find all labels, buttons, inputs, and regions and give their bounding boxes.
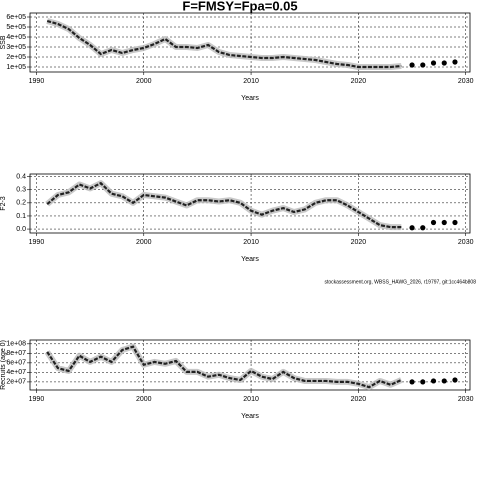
y-axis-label: Recruits (age 0)	[0, 340, 7, 390]
y-tick-label: 0.3	[16, 187, 26, 194]
y-tick-label: 2e+07	[6, 379, 26, 386]
footnote: stockassessment.org, WBSS_HAWG_2026, r19…	[324, 279, 476, 285]
data-point	[452, 219, 458, 226]
data-point	[409, 379, 415, 385]
series-line	[46, 181, 402, 229]
y-tick-label: 4e+05	[6, 34, 26, 41]
data-point	[409, 225, 415, 231]
y-tick-label: 5e+05	[6, 24, 26, 31]
x-tick-label: 2030	[458, 239, 474, 246]
plot-frame	[29, 173, 471, 234]
data-point	[430, 219, 437, 226]
data-point	[441, 378, 447, 384]
series-band	[45, 180, 402, 231]
y-tick-label: 0.0	[16, 226, 26, 233]
data-point	[430, 60, 437, 66]
x-axis-label: Years	[241, 95, 259, 102]
x-axis-label: Years	[241, 413, 259, 420]
x-tick-label: 1990	[29, 239, 45, 246]
y-axis-label: F2-3	[0, 196, 7, 211]
y-tick-label: 1e+05	[6, 64, 26, 71]
x-tick-label: 2030	[458, 396, 474, 403]
x-tick-label: 2000	[136, 239, 152, 246]
plot-frame	[29, 339, 471, 391]
x-tick-label: 1990	[29, 396, 45, 403]
x-tick-label: 2020	[351, 396, 367, 403]
y-tick-label: 6e+05	[6, 14, 26, 21]
x-tick-label: 2010	[243, 78, 259, 85]
y-tick-label: 8e+07	[6, 350, 26, 357]
data-point	[430, 378, 437, 384]
y-tick-label: 4e+07	[6, 369, 26, 376]
series-line	[46, 345, 402, 389]
data-point	[420, 225, 426, 231]
y-tick-label: 0.1	[16, 213, 26, 220]
y-tick-label: 1e+08	[6, 341, 26, 348]
y-tick-label: 6e+07	[6, 360, 26, 367]
data-point	[441, 60, 447, 66]
data-point	[420, 62, 426, 68]
x-tick-label: 2020	[351, 78, 367, 85]
series-line	[46, 19, 402, 69]
data-point	[452, 377, 458, 383]
data-point	[452, 59, 458, 65]
x-tick-label: 2000	[136, 396, 152, 403]
y-tick-label: 0.2	[16, 200, 26, 207]
y-tick-label: 2e+05	[6, 54, 26, 61]
x-axis-label: Years	[241, 256, 259, 263]
x-tick-label: 2010	[243, 239, 259, 246]
chart-title: F=FMSY=Fpa=0.05	[182, 0, 297, 13]
data-point	[441, 219, 447, 226]
series-band	[46, 18, 402, 70]
x-tick-label: 1990	[29, 78, 45, 85]
x-tick-label: 2020	[351, 239, 367, 246]
x-tick-label: 2030	[458, 78, 474, 85]
x-tick-label: 2000	[136, 78, 152, 85]
plot-frame	[29, 12, 471, 73]
y-axis-label: SSB	[0, 35, 7, 49]
data-point	[420, 379, 426, 385]
data-point	[409, 62, 415, 68]
x-tick-label: 2010	[243, 396, 259, 403]
y-tick-label: 0.4	[16, 173, 26, 180]
y-tick-label: 3e+05	[6, 44, 26, 51]
